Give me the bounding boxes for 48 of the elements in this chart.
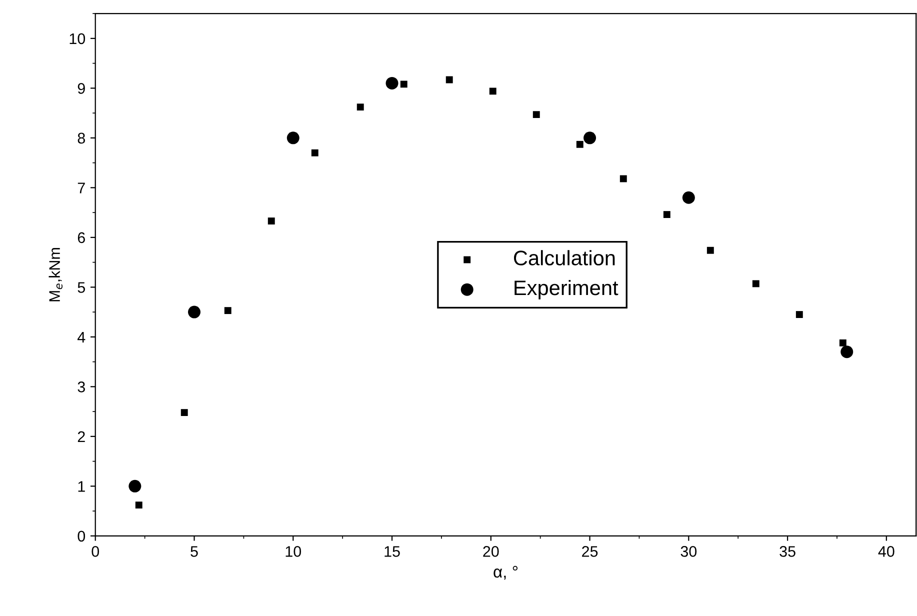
point (489, 88, 496, 95)
x-tick-label: 10 (286, 546, 302, 557)
point (532, 111, 540, 118)
y-tick-label: 7 (78, 182, 85, 194)
point (839, 339, 846, 346)
x-tick-label: 25 (582, 546, 598, 557)
legend-label: Calculation (514, 250, 615, 266)
point (682, 191, 695, 204)
point (128, 480, 142, 492)
y-tick-label: 4 (78, 332, 86, 342)
x-tick-label: 40 (878, 546, 894, 557)
point (752, 280, 760, 288)
x-tick-label: 35 (780, 546, 796, 557)
y-tick-label: 10 (70, 33, 86, 44)
point (224, 307, 232, 314)
y-tick-label: 8 (78, 132, 85, 144)
point (446, 76, 453, 84)
point (311, 149, 318, 156)
point (135, 502, 142, 509)
x-tick-label: 15 (384, 546, 400, 557)
point (576, 140, 584, 148)
point (356, 104, 364, 111)
x-tick-label: 0 (92, 546, 100, 557)
legend-label: Experiment (514, 280, 618, 300)
y-tick-label: 6 (78, 232, 85, 244)
point (796, 311, 803, 318)
point (706, 246, 714, 254)
point (286, 132, 300, 144)
y-tick-label: 1 (78, 481, 85, 492)
x-tick-label: 20 (483, 546, 499, 557)
point (584, 132, 596, 144)
y-tick-label: 9 (78, 83, 85, 94)
point (400, 80, 408, 88)
y-tick-label: 5 (78, 282, 86, 293)
y-tick-label: 3 (78, 382, 85, 392)
x-axis-title: α, ° (494, 566, 518, 580)
point (840, 346, 854, 358)
y-tick-label: 2 (78, 431, 85, 442)
point (663, 211, 670, 218)
y-axis-title: M$_{e}$,kNm (48, 248, 63, 302)
x-tick-label: 30 (680, 546, 697, 557)
point (386, 76, 398, 90)
y-tick-label: 0 (78, 530, 86, 542)
x-tick-label: 5 (190, 546, 198, 557)
point (268, 218, 275, 224)
point (620, 175, 627, 182)
point (188, 306, 200, 318)
point (180, 409, 188, 416)
